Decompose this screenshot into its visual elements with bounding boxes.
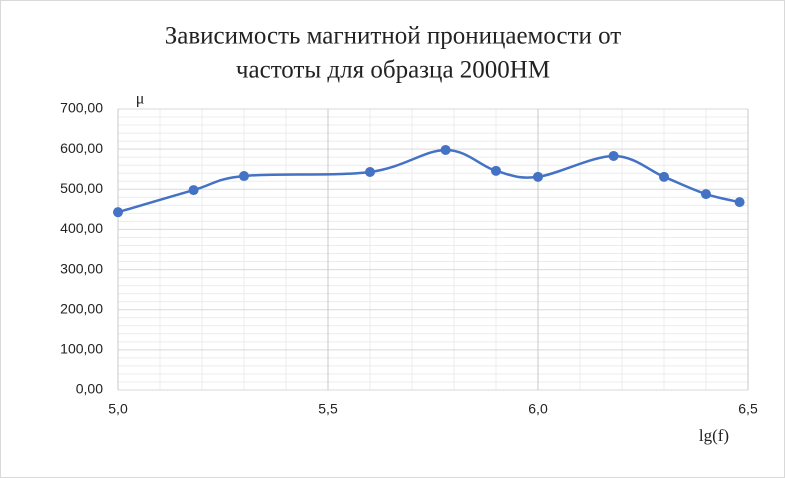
- marker: [734, 197, 745, 208]
- marker: [239, 171, 249, 182]
- x-tick-label: 6,5: [738, 401, 758, 417]
- marker: [113, 207, 123, 218]
- chart-title: частоты для образца 2000НМ: [236, 57, 550, 84]
- y-tick-label: 700,00: [60, 100, 103, 116]
- grid: [117, 108, 749, 391]
- marker: [491, 165, 501, 176]
- marker: [659, 171, 669, 182]
- x-tick-label: 6,0: [528, 401, 548, 417]
- marker: [440, 144, 451, 155]
- y-tick-label: 300,00: [60, 260, 103, 276]
- marker: [365, 167, 375, 178]
- y-tick-label: 200,00: [60, 300, 103, 316]
- y-tick-label: 600,00: [60, 140, 103, 156]
- marker: [701, 189, 711, 200]
- x-tick-label: 5,0: [108, 401, 128, 417]
- x-tick-label: 5,5: [318, 401, 338, 417]
- marker: [188, 185, 199, 196]
- y-tick-label: 100,00: [60, 341, 103, 357]
- line: [117, 148, 740, 214]
- marker: [608, 150, 619, 161]
- y-tick-label: 0,00: [76, 381, 103, 397]
- chart-title: Зависимость магнитной проницаемости от: [165, 23, 622, 50]
- y-tick-label: 500,00: [60, 180, 103, 196]
- y-axis-title: μ: [136, 91, 145, 108]
- y-tick-label: 400,00: [60, 220, 103, 236]
- x-axis-title: lg(f): [699, 426, 729, 445]
- marker: [533, 171, 543, 182]
